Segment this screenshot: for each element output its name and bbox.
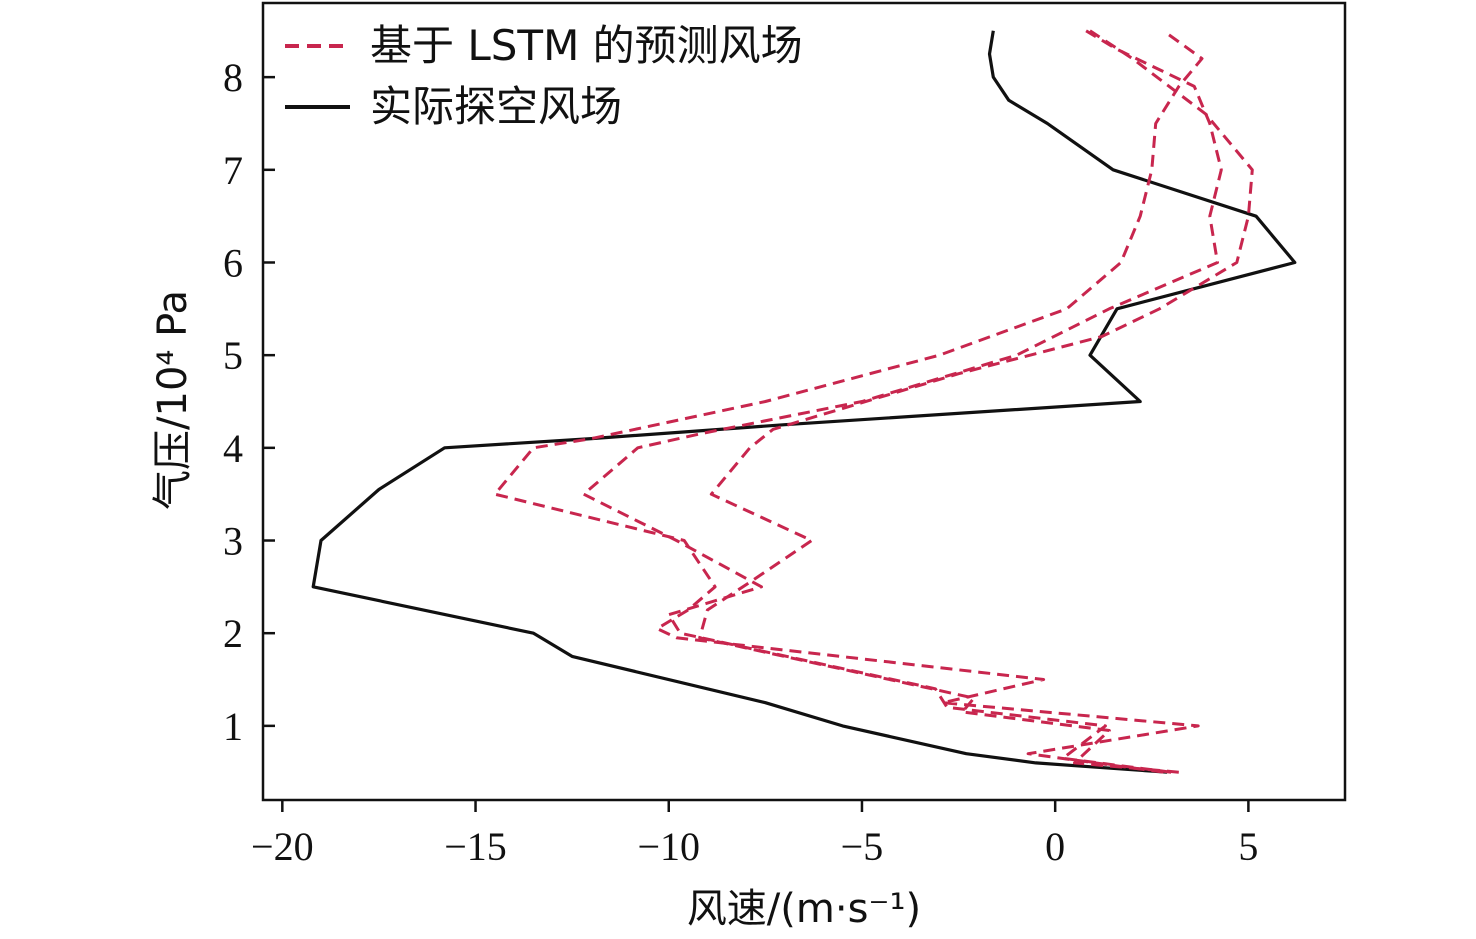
y-tick-label: 6 [223,240,243,285]
x-tick-label: −20 [251,824,314,869]
x-axis-title: 风速/(m·s⁻¹) [687,886,921,932]
x-tick-label: −5 [841,824,884,869]
y-tick-label: 2 [223,611,243,656]
predicted-wind-series-1 [493,29,1204,774]
y-axis-title: 气压/10⁴ Pa [150,290,196,510]
x-tick-label: 5 [1238,824,1258,869]
x-tick-label: 0 [1045,824,1065,869]
series-layer [311,29,1297,774]
legend: 基于 LSTM 的预测风场 实际探空风场 [285,21,803,131]
predicted-wind-series-3 [698,29,1254,774]
y-tick-label: 7 [223,148,243,193]
y-tick-label: 5 [223,333,243,378]
y-axis-ticks: 1 2 3 4 5 6 7 8 [223,55,275,749]
y-tick-label: 8 [223,55,243,100]
observed-wind-series [311,30,1297,774]
predicted-wind-series-2 [582,29,1223,774]
x-tick-label: −15 [444,824,507,869]
y-tick-label: 1 [223,704,243,749]
x-axis-ticks: −20 −15 −10 −5 0 5 [251,800,1258,869]
y-tick-label: 3 [223,519,243,564]
y-tick-label: 4 [223,426,243,471]
legend-label-predicted: 基于 LSTM 的预测风场 [370,21,803,70]
plot-frame [261,1,1347,802]
x-tick-label: −10 [637,824,700,869]
legend-label-observed: 实际探空风场 [370,82,622,131]
